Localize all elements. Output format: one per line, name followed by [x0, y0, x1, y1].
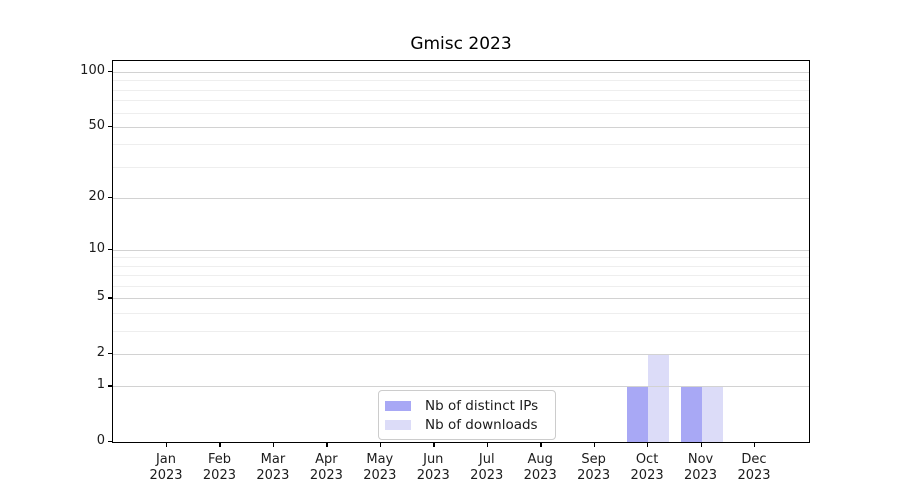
x-tick-mark: [486, 443, 489, 447]
legend: Nb of distinct IPs Nb of downloads: [378, 390, 556, 440]
x-tick-label: Nov 2023: [666, 452, 736, 484]
x-tick-label: Oct 2023: [612, 452, 682, 484]
x-tick-label: Jul 2023: [452, 452, 522, 484]
x-tick-label-year: 2023: [630, 468, 664, 483]
x-tick-mark: [433, 443, 435, 447]
x-tick-mark: [754, 443, 756, 447]
bar-downloads-oct: [648, 353, 670, 442]
x-tick-label-year: 2023: [577, 468, 611, 483]
bar-distinct-ips-oct: [627, 386, 649, 442]
x-tick-mark: [379, 443, 382, 447]
gridline-major: [113, 298, 809, 300]
x-tick-label-month: Jun: [423, 452, 444, 467]
gridline-major: [113, 249, 809, 251]
y-tick-label: 100: [80, 63, 105, 79]
x-tick-label-month: Oct: [635, 452, 659, 467]
x-tick-label-month: Sep: [581, 452, 606, 467]
legend-label-downloads: Nb of downloads: [425, 416, 538, 433]
chart-title: Gmisc 2023: [410, 34, 512, 54]
gridline-minor: [113, 89, 809, 91]
x-tick-label-month: Apr: [315, 452, 338, 467]
x-tick-label-year: 2023: [470, 468, 504, 483]
gridline-major: [113, 353, 809, 355]
y-tick-label: 20: [88, 188, 105, 204]
x-tick-label: Mar 2023: [238, 452, 308, 484]
gridline-minor: [113, 112, 809, 114]
x-tick-label: Aug 2023: [505, 452, 575, 484]
x-tick-label: Jun 2023: [398, 452, 468, 484]
x-tick-label-year: 2023: [149, 468, 183, 483]
x-tick-label-month: Mar: [260, 452, 286, 467]
x-tick-mark: [219, 443, 221, 447]
bar-distinct-ips-nov: [680, 386, 702, 442]
y-tick-mark: [108, 125, 112, 128]
x-tick-label: Dec 2023: [719, 452, 789, 484]
gridline-minor: [113, 166, 809, 168]
gridline-minor: [113, 286, 809, 288]
y-tick-mark: [108, 352, 112, 355]
x-tick-label-year: 2023: [737, 468, 771, 483]
legend-label-distinct-ips: Nb of distinct IPs: [425, 397, 539, 414]
x-tick-label-year: 2023: [309, 468, 343, 483]
gridline-minor: [113, 144, 809, 146]
y-tick-mark: [108, 71, 112, 73]
legend-item-downloads: Nb of downloads: [385, 415, 547, 434]
legend-swatch-downloads: [385, 419, 411, 430]
x-tick-label: Sep 2023: [559, 452, 629, 484]
x-tick-label-month: Dec: [741, 452, 767, 467]
x-tick-mark: [647, 443, 649, 447]
gridline-minor: [113, 80, 809, 82]
x-tick-label-year: 2023: [683, 468, 718, 483]
x-tick-mark: [700, 443, 702, 447]
x-tick-mark: [593, 443, 596, 447]
bar-downloads-nov: [701, 386, 723, 442]
gridline-major: [113, 72, 809, 74]
gridline-minor: [113, 100, 809, 102]
y-tick-label: 50: [88, 117, 105, 133]
x-tick-label-month: Feb: [207, 452, 231, 467]
y-tick-mark: [108, 441, 112, 443]
x-tick-label: Apr 2023: [291, 452, 361, 484]
x-tick-mark: [540, 443, 542, 447]
x-tick-label-month: Nov: [687, 452, 714, 467]
gridline-minor: [113, 330, 809, 332]
x-tick-label-month: May: [366, 452, 394, 467]
gridline-major: [113, 386, 809, 388]
x-tick-label: May 2023: [345, 452, 415, 484]
x-tick-label-month: Aug: [527, 452, 553, 467]
x-tick-label-year: 2023: [416, 468, 450, 483]
x-tick-mark: [166, 443, 168, 447]
gridline-minor: [113, 313, 809, 314]
y-tick-label: 1: [96, 377, 105, 393]
x-tick-label-month: Jul: [478, 452, 495, 467]
y-tick-mark: [108, 297, 112, 299]
gridline-minor: [113, 265, 809, 267]
x-tick-mark: [326, 443, 328, 447]
legend-item-distinct-ips: Nb of distinct IPs: [385, 396, 547, 415]
x-tick-label-month: Jan: [155, 452, 177, 467]
x-tick-label: Jan 2023: [131, 452, 201, 484]
gridline-minor: [113, 257, 809, 259]
gridline-major: [113, 126, 809, 128]
y-tick-label: 10: [88, 240, 105, 256]
gridline-major: [113, 197, 809, 199]
x-tick-label-year: 2023: [202, 468, 236, 483]
y-tick-label: 2: [96, 344, 105, 360]
plot-area: [112, 60, 810, 443]
gridline-minor: [113, 275, 809, 277]
y-tick-mark: [108, 248, 112, 251]
x-tick-label-year: 2023: [523, 468, 557, 483]
y-tick-mark: [108, 196, 112, 199]
y-axis: 0 1 2 5 10 20 50 100: [30, 60, 105, 448]
y-tick-label: 0: [96, 433, 105, 448]
y-tick-label: 5: [96, 289, 105, 305]
x-tick-mark: [272, 443, 275, 447]
legend-swatch-distinct-ips: [385, 400, 411, 411]
y-tick-mark: [108, 385, 112, 387]
x-tick-label: Feb 2023: [184, 452, 254, 484]
x-tick-label-year: 2023: [363, 468, 397, 483]
x-tick-label-year: 2023: [256, 468, 290, 483]
